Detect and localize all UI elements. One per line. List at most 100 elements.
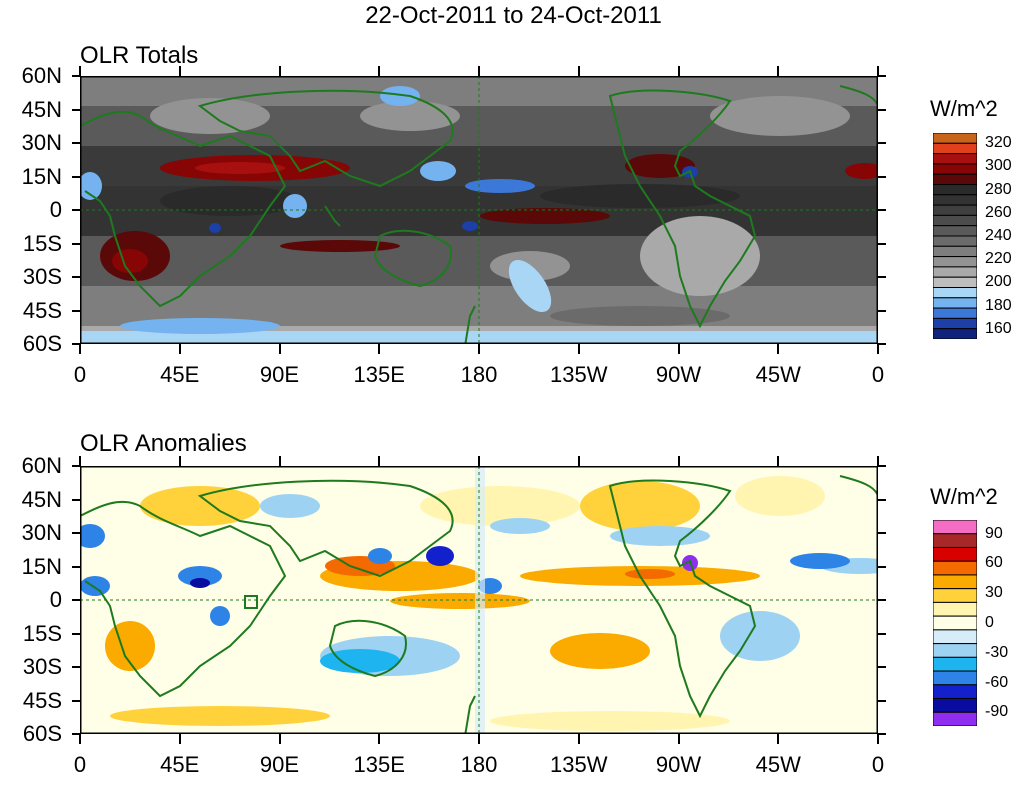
anomalies-lon-tick: [79, 456, 81, 466]
anomalies-lat-label: 15N: [21, 553, 62, 579]
anomalies-lat-tick: [878, 465, 886, 467]
totals-lat-tick: [72, 108, 80, 111]
totals-lat-tick: [878, 108, 886, 111]
totals-lat-tick: [878, 276, 886, 278]
totals-lat-label: 60S: [22, 331, 62, 356]
anomalies-lat-label: 30N: [21, 520, 62, 545]
anomalies-lon-label: 135E: [353, 752, 405, 777]
anomalies-lon-tick: [777, 456, 780, 466]
totals-lon-label: 90E: [259, 362, 300, 387]
anomalies-lat-label: 15S: [22, 620, 62, 646]
anomalies-lon-tick: [178, 456, 181, 466]
totals-lat-label: 15S: [22, 230, 62, 256]
anomalies-lat-tick: [878, 632, 886, 635]
anomalies-lon-tick: [877, 456, 879, 466]
anomalies-lon-tick: [577, 456, 580, 466]
totals-colorbar-swatch: [933, 142, 977, 155]
anomalies-lat-tick: [72, 632, 80, 635]
anomalies-colorbar-swatch: [933, 615, 977, 631]
totals-lon-tick: [79, 344, 81, 354]
totals-colorbar-label: 320: [985, 134, 1012, 152]
anomalies-colorbar-swatch: [933, 711, 977, 726]
anomalies-lat-tick: [878, 565, 886, 568]
anomalies-coastlines: [80, 475, 878, 734]
totals-lon-label: 180: [460, 362, 498, 387]
anomalies-lon-tick: [677, 734, 680, 744]
totals-lon-label: 45E: [160, 362, 200, 387]
totals-lat-label: 30S: [22, 264, 62, 289]
totals-lat-label: 45S: [22, 297, 62, 323]
totals-lon-label: 135W: [550, 362, 608, 387]
totals-lat-tick: [72, 175, 80, 178]
totals-lat-tick: [878, 175, 886, 178]
totals-colorbar-swatch: [933, 256, 977, 268]
totals-lon-tick: [478, 344, 480, 354]
totals-colorbar-swatch: [933, 214, 977, 227]
anomalies-lon-tick: [577, 734, 580, 744]
totals-lon-tick: [278, 66, 281, 76]
totals-colorbar-swatch: [933, 194, 977, 206]
totals-lon-tick: [378, 344, 381, 354]
olr-totals-map: [80, 76, 878, 344]
totals-lon-label: 90W: [655, 362, 702, 387]
totals-lon-tick: [577, 66, 580, 76]
totals-lat-tick: [878, 142, 886, 144]
anomalies-colorbar-swatch: [933, 574, 977, 590]
anomalies-lon-label: 90E: [259, 752, 300, 777]
totals-colorbar-swatch: [933, 317, 977, 330]
anomalies-lat-tick: [72, 532, 80, 534]
totals-colorbar-swatch: [933, 276, 977, 288]
totals-unit-label: W/m^2: [930, 96, 998, 121]
totals-lat-tick: [72, 142, 80, 144]
totals-colorbar-label: 220: [985, 250, 1012, 268]
anomalies-lat-tick: [878, 699, 886, 702]
anomalies-colorbar-swatch: [933, 656, 977, 672]
totals-lon-tick: [178, 66, 181, 76]
anomalies-lon-label: 0: [73, 752, 87, 777]
anomalies-lon-label: 90W: [655, 752, 702, 777]
anomalies-colorbar-swatch: [933, 629, 977, 645]
totals-lon-tick: [79, 66, 81, 76]
totals-colorbar-swatch: [933, 204, 977, 216]
totals-lat-tick: [72, 276, 80, 278]
anomalies-colorbar-swatch: [933, 533, 977, 548]
totals-colorbar-swatch: [933, 153, 977, 165]
totals-lat-tick: [72, 343, 80, 345]
totals-lon-label: 0: [871, 362, 885, 387]
anomalies-colorbar-swatch: [933, 601, 977, 617]
anomalies-lat-tick: [72, 699, 80, 702]
anomalies-lat-tick: [72, 666, 80, 668]
anomalies-lat-label: 45S: [22, 687, 62, 713]
anomalies-colorbar: [933, 520, 977, 726]
totals-colorbar-swatch: [933, 184, 977, 196]
anomalies-lon-tick: [79, 734, 81, 744]
anomalies-colorbar-label: 0: [985, 614, 994, 631]
totals-lat-tick: [878, 343, 886, 345]
totals-lon-tick: [478, 66, 480, 76]
totals-colorbar-label: 260: [985, 203, 1012, 221]
totals-colorbar-label: 180: [985, 296, 1012, 314]
totals-lon-tick: [677, 66, 680, 76]
totals-lat-label: 0: [49, 197, 62, 222]
anomalies-lat-tick: [72, 565, 80, 568]
totals-lon-tick: [577, 344, 580, 354]
anomalies-lon-tick: [278, 456, 281, 466]
totals-colorbar-swatch: [933, 235, 977, 247]
totals-lat-label: 60N: [21, 63, 62, 88]
totals-colorbar-swatch: [933, 163, 977, 175]
anomalies-lat-tick: [878, 666, 886, 668]
anomalies-colorbar-label: 90: [985, 524, 1003, 542]
anomalies-field: [80, 466, 878, 734]
totals-lon-tick: [378, 66, 381, 76]
totals-panel-title: OLR Totals: [80, 42, 199, 69]
totals-lat-tick: [878, 209, 886, 211]
totals-colorbar-swatch: [933, 245, 977, 258]
anomalies-colorbar-swatch: [933, 546, 977, 562]
totals-colorbar-swatch: [933, 297, 977, 309]
totals-colorbar-swatch: [933, 133, 977, 144]
totals-colorbar-label: 160: [985, 319, 1012, 337]
totals-lat-tick: [878, 75, 886, 77]
totals-colorbar: [933, 133, 977, 339]
totals-lon-label: 135E: [353, 362, 405, 387]
anomalies-lon-label: 0: [871, 752, 885, 777]
